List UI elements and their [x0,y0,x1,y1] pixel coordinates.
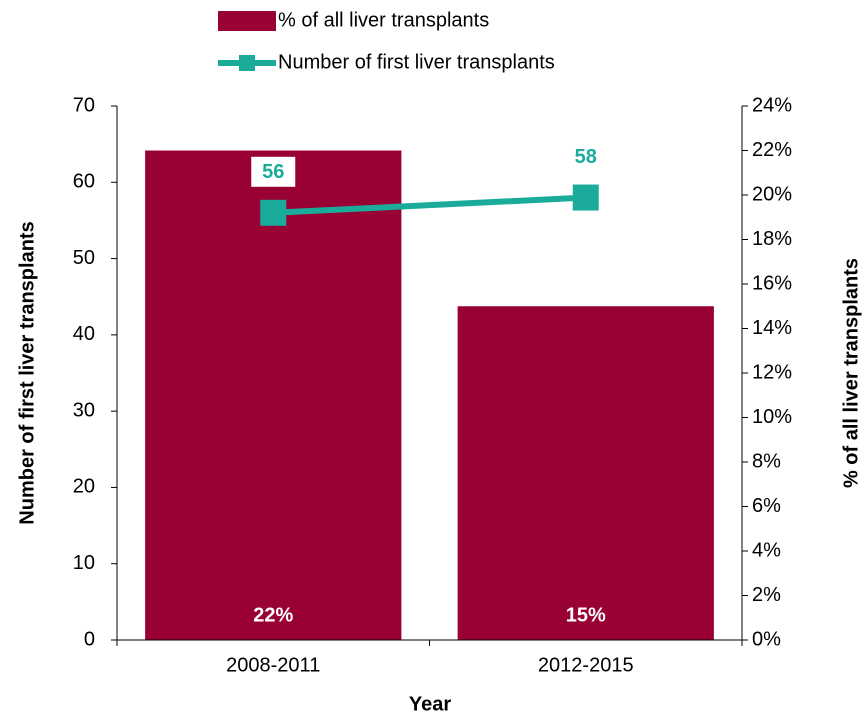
y2-axis-title: % of all liver transplants [840,258,862,488]
bar [457,306,714,640]
value-label-box [251,156,296,187]
y2-tick-label: 14% [752,317,792,339]
line-marker [572,184,599,211]
y-tick-label: 20 [73,476,95,498]
legend-label: Number of first liver transplants [278,51,555,73]
y-tick-label: 10 [73,552,95,574]
y-tick-label: 0 [84,628,95,650]
y2-tick-label: 8% [752,450,781,472]
line [273,194,586,216]
y2-tick-label: 22% [752,139,792,161]
y2-tick-label: 10% [752,406,792,428]
x-tick-label: 2012-2015 [538,654,634,676]
legend-label: % of all liver transplants [278,9,489,31]
y-tick-label: 40 [73,323,95,345]
y-tick-label: 30 [73,399,95,421]
y-tick-label: 70 [73,94,95,116]
x-tick-label: 2008-2011 [226,654,320,676]
y2-tick-label: 0% [752,628,781,650]
y2-tick-label: 2% [752,584,781,606]
y-tick-label: 60 [73,171,95,193]
line-value-label: 58 [575,146,597,168]
y-axis-title: Number of first liver transplants [16,221,38,524]
bar-value-label: 15% [566,604,606,626]
bar-value-label: 22% [253,604,293,626]
line-value-label: 56 [262,161,284,183]
y2-tick-label: 6% [752,495,781,517]
y2-tick-label: 18% [752,228,792,250]
x-axis-title: Year [409,693,451,715]
y2-tick-label: 24% [752,94,792,116]
y2-tick-label: 4% [752,539,781,561]
legend-marker [239,55,255,71]
value-label-box [563,141,608,172]
bar [145,150,402,640]
legend-swatch [218,11,276,31]
line-marker [260,199,287,226]
y-tick-label: 50 [73,247,95,269]
y2-tick-label: 16% [752,272,792,294]
y2-tick-label: 12% [752,361,792,383]
y2-tick-label: 20% [752,183,792,205]
